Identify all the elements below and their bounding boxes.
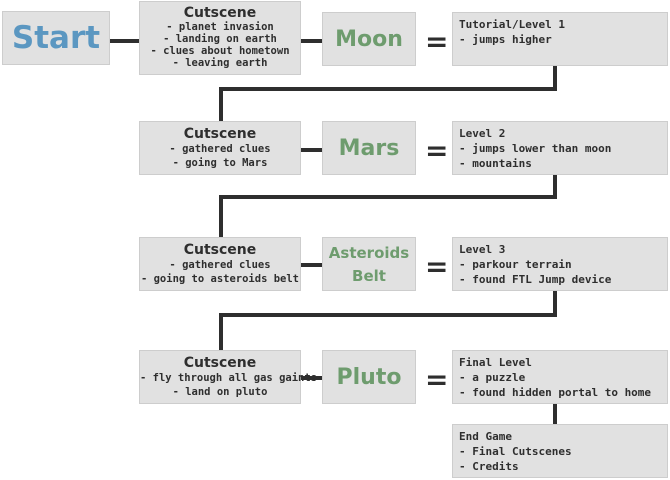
level-box-3: Level 3 - parkour terrain - found FTL Ju…: [452, 237, 668, 291]
cutscene-line: - gathered clues: [169, 143, 271, 155]
level-line: Tutorial/Level 1: [459, 18, 565, 31]
connector-level2-down: [553, 175, 557, 199]
connector-row2-row3-drop: [219, 195, 223, 237]
cutscene-line: - gathered clues: [169, 259, 271, 271]
planet-label: Pluto: [336, 364, 402, 390]
end-line: - Credits: [459, 460, 519, 473]
planet-label-line: Belt: [352, 267, 386, 285]
connector-level1-down: [553, 66, 557, 90]
cutscene-box-2: Cutscene - gathered clues - going to Mar…: [139, 121, 301, 175]
cutscene-line: - leaving earth: [172, 57, 268, 69]
cutscene-line: - land on pluto: [172, 386, 268, 398]
planet-label: Mars: [338, 135, 400, 161]
equals-sign: =: [425, 363, 449, 396]
cutscene-title: Cutscene: [183, 242, 257, 258]
cutscene-line: - going to Mars: [172, 157, 268, 169]
end-line: End Game: [459, 430, 512, 443]
connector-start-cutscene1: [110, 39, 139, 43]
planet-label-line: Asteroids: [328, 244, 410, 262]
cutscene-title: Cutscene: [183, 5, 257, 21]
connector-cutscene4-pluto: [301, 376, 322, 380]
planet-box-asteroids-belt: Asteroids Belt: [322, 237, 416, 291]
connector-row2-row3-horizontal: [219, 195, 557, 199]
cutscene-title: Cutscene: [183, 355, 257, 371]
end-game-box: End Game - Final Cutscenes - Credits: [452, 424, 668, 478]
connector-cutscene3-asteroids: [301, 263, 322, 267]
equals-sign: =: [425, 250, 449, 283]
cutscene-title: Cutscene: [183, 126, 257, 142]
level-line: - jumps higher: [459, 33, 552, 46]
equals-sign: =: [425, 134, 449, 167]
connector-row3-row4-horizontal: [219, 313, 557, 317]
cutscene-line: - clues about hometown: [150, 45, 290, 57]
equals-sign: =: [425, 25, 449, 58]
level-line: - jumps lower than moon: [459, 142, 612, 155]
planet-box-pluto: Pluto: [322, 350, 416, 404]
level-box-2: Level 2 - jumps lower than moon - mounta…: [452, 121, 668, 175]
cutscene-line: - going to asteroids belt: [140, 273, 300, 285]
cutscene-box-4: Cutscene - fly through all gas gaints - …: [139, 350, 318, 404]
cutscene-line: - fly through all gas gaints: [140, 372, 318, 384]
connector-row1-row2-horizontal: [219, 87, 557, 91]
planet-label: Moon: [335, 26, 403, 52]
connector-cutscene1-moon: [301, 39, 322, 43]
start-box: Start: [2, 11, 110, 65]
level-line: - parkour terrain: [459, 258, 572, 271]
cutscene-box-1: Cutscene - planet invasion - landing on …: [139, 1, 301, 75]
connector-final-to-end: [553, 404, 557, 424]
connector-row1-row2-drop: [219, 87, 223, 121]
connector-cutscene2-mars: [301, 148, 322, 152]
level-box-1: Tutorial/Level 1 - jumps higher: [452, 12, 668, 66]
level-line: Final Level: [459, 356, 532, 369]
planet-box-moon: Moon: [322, 12, 416, 66]
level-line: - a puzzle: [459, 371, 526, 384]
start-label: Start: [11, 20, 101, 56]
level-line: - found FTL Jump device: [459, 273, 612, 286]
end-line: - Final Cutscenes: [459, 445, 572, 458]
level-box-final: Final Level - a puzzle - found hidden po…: [452, 350, 668, 404]
level-line: - mountains: [459, 157, 532, 170]
level-line: Level 3: [459, 243, 506, 256]
planet-box-mars: Mars: [322, 121, 416, 175]
cutscene-box-3: Cutscene - gathered clues - going to ast…: [139, 237, 301, 291]
connector-row3-row4-drop: [219, 313, 223, 351]
level-line: Level 2: [459, 127, 506, 140]
cutscene-line: - planet invasion: [166, 21, 274, 33]
connector-level3-down: [553, 291, 557, 316]
cutscene-line: - landing on earth: [163, 33, 277, 45]
level-line: - found hidden portal to home: [459, 386, 652, 399]
